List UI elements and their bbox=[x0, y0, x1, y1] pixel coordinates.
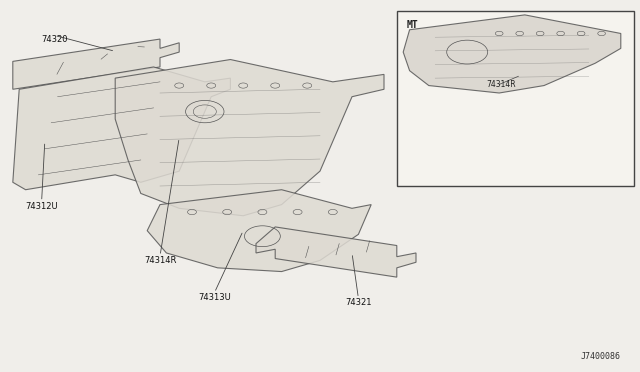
Text: 74312U: 74312U bbox=[26, 202, 58, 211]
Text: 74314R: 74314R bbox=[144, 256, 176, 265]
Bar bbox=[397, 11, 634, 186]
Text: MT: MT bbox=[406, 20, 418, 31]
Polygon shape bbox=[256, 227, 416, 277]
Text: 74314R: 74314R bbox=[486, 80, 516, 89]
Polygon shape bbox=[13, 39, 179, 89]
Polygon shape bbox=[115, 60, 384, 216]
Polygon shape bbox=[13, 67, 230, 190]
Text: 74321: 74321 bbox=[345, 298, 372, 307]
Polygon shape bbox=[403, 15, 621, 93]
Text: 74313U: 74313U bbox=[198, 293, 231, 302]
Text: J7400086: J7400086 bbox=[581, 352, 621, 361]
Polygon shape bbox=[147, 190, 371, 272]
Text: 74320: 74320 bbox=[41, 35, 68, 44]
